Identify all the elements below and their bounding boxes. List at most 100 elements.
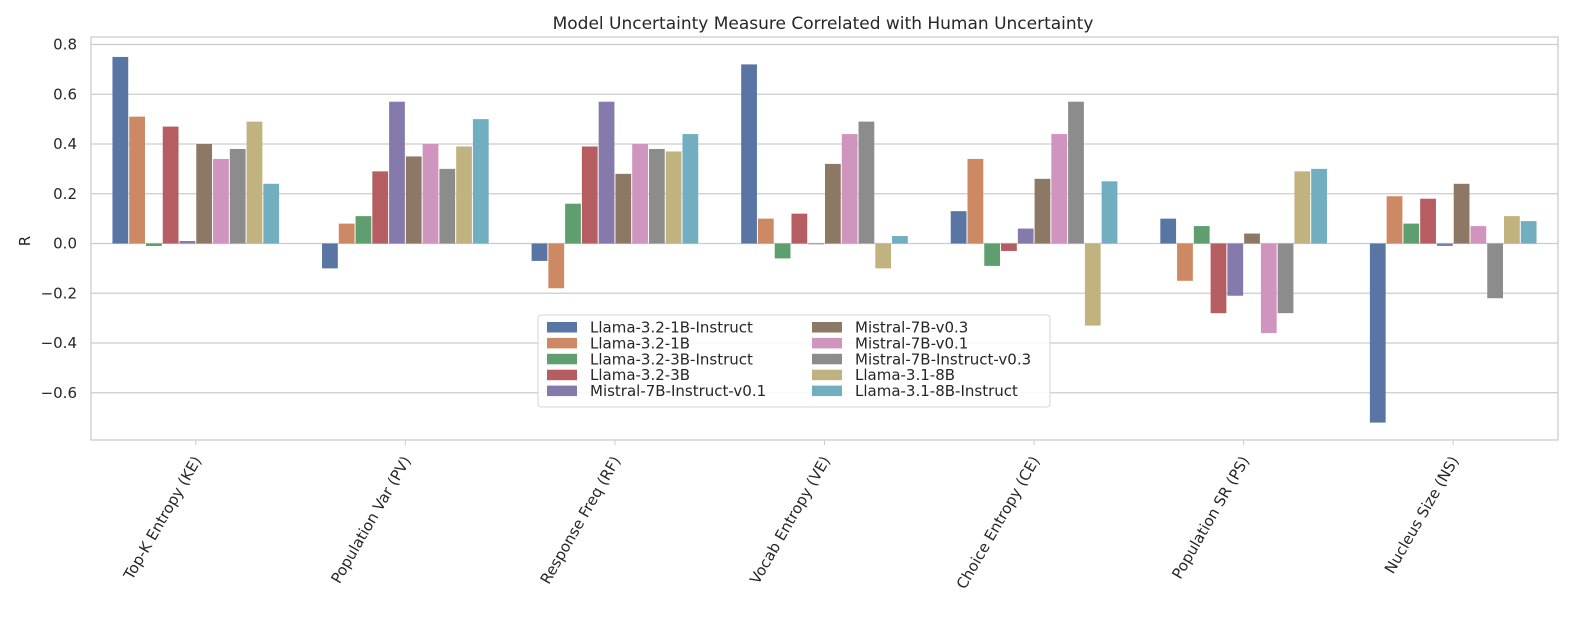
x-tick-label: Nucleus Size (NS) (1381, 453, 1463, 577)
bar (825, 163, 841, 244)
bar (196, 144, 213, 244)
y-tick-labels: 0.8 0.6 0.4 0.2 0.0 −0.2 −0.4 −0.6 (41, 36, 77, 402)
x-tick-label: Choice Entropy (CE) (953, 453, 1044, 592)
x-tick-label: Population Var (PV) (327, 453, 414, 587)
bar (665, 151, 682, 244)
bar (322, 243, 338, 269)
x-tick-label: Vocab Entropy (VE) (746, 453, 834, 587)
bar (741, 64, 757, 244)
bar (1084, 243, 1101, 326)
legend-box (537, 314, 1051, 408)
legend: Llama-3.2-1B-InstructLlama-3.2-1BLlama-3… (537, 314, 1051, 408)
legend-label: Mistral-7B-Instruct-v0.3 (855, 350, 1031, 368)
bar (422, 144, 439, 244)
legend-swatch (812, 337, 842, 349)
legend-label: Mistral-7B-v0.1 (855, 334, 968, 352)
bar (405, 156, 422, 244)
bar (615, 173, 632, 244)
bar (389, 101, 405, 244)
bar (1504, 216, 1520, 244)
bar (892, 236, 908, 244)
bar (632, 144, 648, 244)
bar (439, 168, 456, 244)
legend-swatch (547, 322, 577, 333)
y-axis-label: R (16, 236, 34, 246)
bar (1520, 221, 1537, 244)
legend-swatch (547, 369, 577, 381)
grid-lines (91, 43, 1558, 394)
legend-swatch (547, 353, 577, 365)
bar (858, 121, 875, 244)
legend-swatch (812, 385, 842, 397)
bar (129, 116, 145, 244)
bar (229, 148, 246, 244)
bar (757, 218, 774, 244)
bar (1420, 198, 1436, 244)
bar (472, 119, 489, 244)
bar (213, 158, 229, 244)
legend-swatch (547, 337, 577, 349)
x-tick-label: Population SR (PS) (1168, 453, 1253, 582)
bar (1034, 178, 1051, 244)
bar (1193, 226, 1210, 244)
bar (774, 243, 791, 259)
bar (1436, 243, 1453, 246)
bar (598, 101, 615, 244)
legend-swatch (547, 385, 577, 397)
legend-label: Llama-3.1-8B (855, 366, 955, 384)
bar (984, 243, 1001, 266)
y-tick-label: 0.4 (53, 135, 77, 153)
bar (1244, 233, 1260, 244)
bar (1369, 243, 1386, 423)
bar (355, 216, 372, 244)
bar (950, 211, 967, 244)
chart-title: Model Uncertainty Measure Correlated wit… (553, 14, 1094, 34)
bar (1311, 168, 1327, 244)
bar (1177, 243, 1193, 281)
bars (112, 56, 1537, 423)
bar (1403, 223, 1420, 244)
bar (1277, 243, 1294, 314)
y-tick-label: 0.6 (53, 85, 77, 103)
bar (1453, 183, 1470, 244)
y-tick-label: −0.6 (41, 384, 77, 402)
bar (1068, 101, 1084, 244)
bar (1227, 243, 1244, 296)
bar (1017, 228, 1034, 244)
legend-label: Llama-3.2-3B (590, 366, 690, 384)
bar (1294, 171, 1311, 244)
x-tick-labels: Top-K Entropy (KE) Population Var (PV) Res… (119, 440, 1463, 592)
bar (548, 243, 565, 289)
bar (112, 56, 129, 244)
y-tick-label: −0.4 (41, 334, 77, 352)
bar (263, 183, 280, 244)
bar (791, 213, 808, 244)
bar (1260, 243, 1277, 334)
legend-label: Mistral-7B-v0.3 (855, 319, 968, 337)
bar (1487, 243, 1504, 299)
bar (841, 134, 858, 244)
bar (179, 241, 196, 244)
legend-swatch (812, 322, 842, 333)
bar (1051, 134, 1068, 244)
bar (648, 148, 665, 244)
bar (246, 121, 263, 244)
y-tick-label: 0.0 (53, 235, 77, 253)
bar (162, 126, 179, 244)
bar (372, 171, 389, 244)
bar (1386, 196, 1403, 244)
bar (1160, 218, 1177, 244)
legend-swatch (812, 369, 842, 381)
legend-label: Mistral-7B-Instruct-v0.1 (590, 382, 766, 400)
bar (682, 134, 699, 244)
bar (338, 223, 355, 244)
bar (456, 146, 472, 244)
bar (565, 203, 581, 244)
bar (1210, 243, 1227, 314)
y-tick-label: −0.2 (41, 284, 77, 302)
x-tick-label: Response Freq (RF) (537, 453, 625, 587)
bar (145, 243, 162, 246)
bar (1001, 243, 1017, 251)
legend-label: Llama-3.1-8B-Instruct (855, 382, 1018, 400)
y-tick-label: 0.8 (53, 36, 77, 54)
